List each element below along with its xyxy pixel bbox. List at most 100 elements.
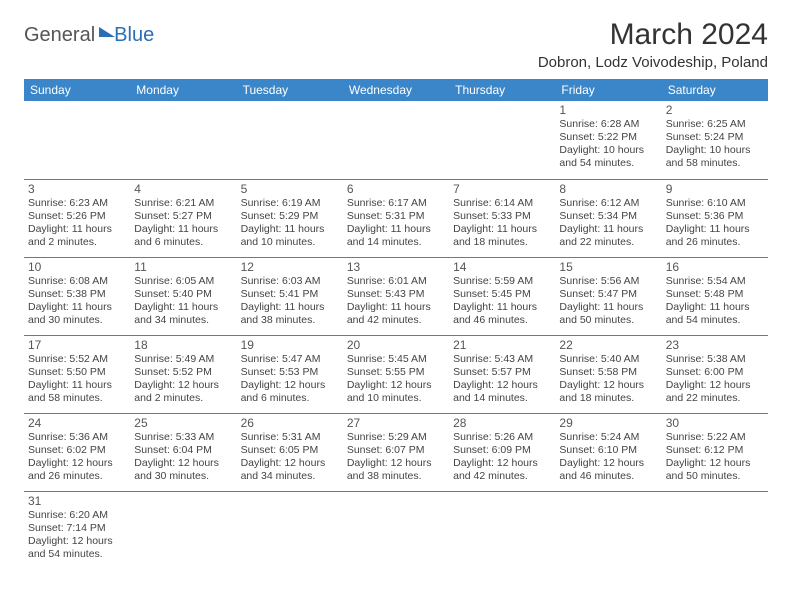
daylight-text: and 2 minutes. — [28, 236, 126, 249]
sunrise-text: Sunrise: 5:24 AM — [559, 431, 657, 444]
calendar-day-cell: 26Sunrise: 5:31 AMSunset: 6:05 PMDayligh… — [237, 413, 343, 491]
sunset-text: Sunset: 5:50 PM — [28, 366, 126, 379]
day-number: 27 — [347, 416, 445, 430]
calendar-day-cell: 16Sunrise: 5:54 AMSunset: 5:48 PMDayligh… — [662, 257, 768, 335]
calendar-day-cell: 29Sunrise: 5:24 AMSunset: 6:10 PMDayligh… — [555, 413, 661, 491]
sunrise-text: Sunrise: 6:03 AM — [241, 275, 339, 288]
calendar-week-row: 31Sunrise: 6:20 AMSunset: 7:14 PMDayligh… — [24, 491, 768, 569]
sunset-text: Sunset: 5:43 PM — [347, 288, 445, 301]
daylight-text: and 34 minutes. — [134, 314, 232, 327]
sunrise-text: Sunrise: 6:21 AM — [134, 197, 232, 210]
daylight-text: Daylight: 11 hours — [347, 301, 445, 314]
calendar-day-cell: 8Sunrise: 6:12 AMSunset: 5:34 PMDaylight… — [555, 179, 661, 257]
sunrise-text: Sunrise: 5:43 AM — [453, 353, 551, 366]
calendar-day-cell — [24, 101, 130, 179]
daylight-text: Daylight: 11 hours — [347, 223, 445, 236]
sunset-text: Sunset: 6:02 PM — [28, 444, 126, 457]
daylight-text: and 30 minutes. — [134, 470, 232, 483]
day-number: 19 — [241, 338, 339, 352]
calendar-day-cell: 14Sunrise: 5:59 AMSunset: 5:45 PMDayligh… — [449, 257, 555, 335]
title-block: March 2024 Dobron, Lodz Voivodeship, Pol… — [538, 18, 768, 71]
calendar-day-cell: 13Sunrise: 6:01 AMSunset: 5:43 PMDayligh… — [343, 257, 449, 335]
sunset-text: Sunset: 5:31 PM — [347, 210, 445, 223]
calendar-day-cell: 28Sunrise: 5:26 AMSunset: 6:09 PMDayligh… — [449, 413, 555, 491]
day-number: 17 — [28, 338, 126, 352]
daylight-text: and 46 minutes. — [453, 314, 551, 327]
sunrise-text: Sunrise: 5:59 AM — [453, 275, 551, 288]
sunset-text: Sunset: 5:34 PM — [559, 210, 657, 223]
calendar-day-cell: 6Sunrise: 6:17 AMSunset: 5:31 PMDaylight… — [343, 179, 449, 257]
day-number: 24 — [28, 416, 126, 430]
logo: General Blue — [24, 24, 154, 47]
daylight-text: and 54 minutes. — [559, 157, 657, 170]
daylight-text: and 10 minutes. — [241, 236, 339, 249]
daylight-text: Daylight: 11 hours — [559, 223, 657, 236]
day-number: 15 — [559, 260, 657, 274]
sunset-text: Sunset: 5:33 PM — [453, 210, 551, 223]
daylight-text: and 18 minutes. — [559, 392, 657, 405]
daylight-text: and 54 minutes. — [28, 548, 126, 561]
daylight-text: and 26 minutes. — [666, 236, 764, 249]
day-number: 25 — [134, 416, 232, 430]
day-header: Monday — [130, 79, 236, 101]
daylight-text: and 38 minutes. — [241, 314, 339, 327]
daylight-text: and 22 minutes. — [666, 392, 764, 405]
sunset-text: Sunset: 7:14 PM — [28, 522, 126, 535]
day-number: 5 — [241, 182, 339, 196]
calendar-day-cell: 18Sunrise: 5:49 AMSunset: 5:52 PMDayligh… — [130, 335, 236, 413]
daylight-text: and 18 minutes. — [453, 236, 551, 249]
day-number: 14 — [453, 260, 551, 274]
sunrise-text: Sunrise: 5:29 AM — [347, 431, 445, 444]
sunrise-text: Sunrise: 5:33 AM — [134, 431, 232, 444]
calendar-day-cell: 25Sunrise: 5:33 AMSunset: 6:04 PMDayligh… — [130, 413, 236, 491]
daylight-text: Daylight: 12 hours — [559, 379, 657, 392]
sunset-text: Sunset: 5:41 PM — [241, 288, 339, 301]
calendar-day-cell — [343, 101, 449, 179]
day-number: 28 — [453, 416, 551, 430]
calendar-day-cell: 17Sunrise: 5:52 AMSunset: 5:50 PMDayligh… — [24, 335, 130, 413]
daylight-text: and 38 minutes. — [347, 470, 445, 483]
calendar-day-cell — [449, 101, 555, 179]
daylight-text: Daylight: 12 hours — [28, 535, 126, 548]
daylight-text: Daylight: 12 hours — [347, 457, 445, 470]
daylight-text: and 46 minutes. — [559, 470, 657, 483]
calendar-week-row: 10Sunrise: 6:08 AMSunset: 5:38 PMDayligh… — [24, 257, 768, 335]
daylight-text: and 6 minutes. — [241, 392, 339, 405]
sunrise-text: Sunrise: 5:45 AM — [347, 353, 445, 366]
day-header: Sunday — [24, 79, 130, 101]
sunrise-text: Sunrise: 6:12 AM — [559, 197, 657, 210]
calendar-day-cell: 15Sunrise: 5:56 AMSunset: 5:47 PMDayligh… — [555, 257, 661, 335]
logo-text-blue: Blue — [114, 24, 154, 47]
daylight-text: Daylight: 11 hours — [134, 223, 232, 236]
daylight-text: Daylight: 12 hours — [559, 457, 657, 470]
sunrise-text: Sunrise: 6:23 AM — [28, 197, 126, 210]
calendar-week-row: 24Sunrise: 5:36 AMSunset: 6:02 PMDayligh… — [24, 413, 768, 491]
calendar-day-cell: 4Sunrise: 6:21 AMSunset: 5:27 PMDaylight… — [130, 179, 236, 257]
day-number: 29 — [559, 416, 657, 430]
location-text: Dobron, Lodz Voivodeship, Poland — [538, 54, 768, 71]
daylight-text: and 30 minutes. — [28, 314, 126, 327]
daylight-text: and 26 minutes. — [28, 470, 126, 483]
sunrise-text: Sunrise: 5:40 AM — [559, 353, 657, 366]
sunrise-text: Sunrise: 6:14 AM — [453, 197, 551, 210]
calendar-day-cell: 10Sunrise: 6:08 AMSunset: 5:38 PMDayligh… — [24, 257, 130, 335]
daylight-text: Daylight: 12 hours — [241, 457, 339, 470]
day-number: 21 — [453, 338, 551, 352]
day-number: 6 — [347, 182, 445, 196]
logo-triangle-icon — [99, 27, 115, 37]
calendar-day-cell: 7Sunrise: 6:14 AMSunset: 5:33 PMDaylight… — [449, 179, 555, 257]
daylight-text: Daylight: 11 hours — [666, 223, 764, 236]
daylight-text: and 2 minutes. — [134, 392, 232, 405]
calendar-day-cell — [449, 491, 555, 569]
sunrise-text: Sunrise: 5:47 AM — [241, 353, 339, 366]
sunset-text: Sunset: 6:04 PM — [134, 444, 232, 457]
daylight-text: Daylight: 11 hours — [241, 301, 339, 314]
calendar-day-cell — [237, 101, 343, 179]
calendar-table: Sunday Monday Tuesday Wednesday Thursday… — [24, 79, 768, 569]
page-header: General Blue March 2024 Dobron, Lodz Voi… — [24, 18, 768, 71]
calendar-day-cell: 12Sunrise: 6:03 AMSunset: 5:41 PMDayligh… — [237, 257, 343, 335]
sunset-text: Sunset: 6:10 PM — [559, 444, 657, 457]
sunset-text: Sunset: 5:47 PM — [559, 288, 657, 301]
sunset-text: Sunset: 5:29 PM — [241, 210, 339, 223]
sunrise-text: Sunrise: 6:08 AM — [28, 275, 126, 288]
